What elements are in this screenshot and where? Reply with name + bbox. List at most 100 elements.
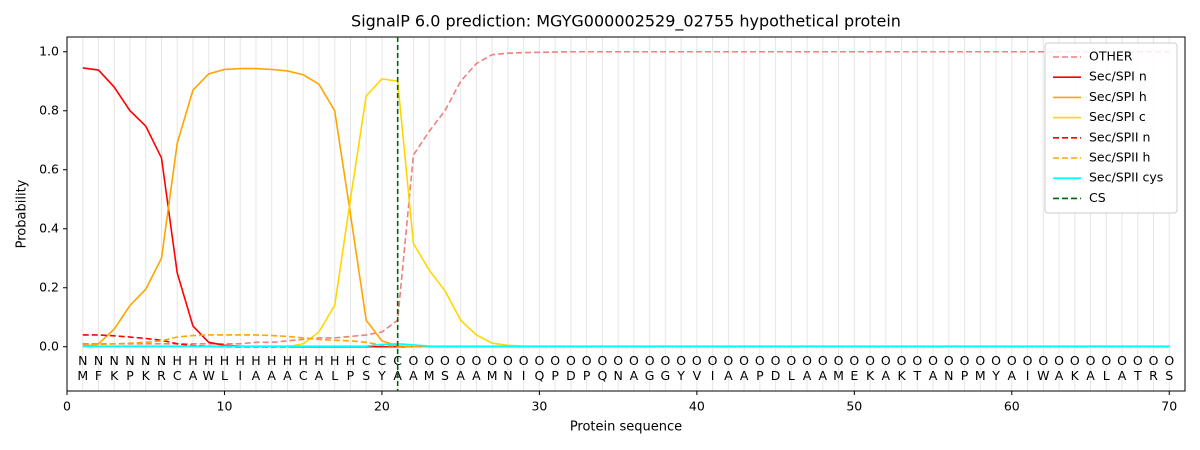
region-label: O	[865, 353, 875, 368]
residue-label: A	[882, 368, 891, 383]
residue-label: A	[472, 368, 481, 383]
legend-label: Sec/SPII cys	[1089, 170, 1163, 185]
x-tick-label: 50	[846, 399, 862, 414]
region-label: O	[739, 353, 749, 368]
region-label: O	[802, 353, 812, 368]
region-label: H	[298, 353, 307, 368]
residue-label: P	[551, 368, 559, 383]
residue-label: I	[1026, 368, 1030, 383]
residue-label: G	[661, 368, 671, 383]
residue-label: R	[1149, 368, 1158, 383]
region-label: O	[928, 353, 938, 368]
region-label: O	[1149, 353, 1159, 368]
region-label: O	[629, 353, 639, 368]
residue-label: D	[566, 368, 576, 383]
residue-label: M	[833, 368, 844, 383]
region-label: O	[1164, 353, 1174, 368]
residue-label: T	[912, 368, 921, 383]
region-label: O	[613, 353, 623, 368]
region-label: O	[503, 353, 513, 368]
region-label: O	[1133, 353, 1143, 368]
region-label: O	[424, 353, 434, 368]
residue-label: Y	[991, 368, 1000, 383]
residue-label: A	[1055, 368, 1064, 383]
residue-label: A	[724, 368, 733, 383]
region-label: H	[330, 353, 339, 368]
series-line	[82, 334, 1170, 348]
region-label: O	[409, 353, 419, 368]
series-line	[82, 78, 1170, 348]
series-line	[82, 67, 1170, 348]
region-label: O	[660, 353, 670, 368]
legend-label: Sec/SPI h	[1089, 89, 1147, 104]
residue-label: W	[1037, 368, 1049, 383]
region-label: H	[283, 353, 292, 368]
residue-label: A	[1008, 368, 1017, 383]
region-label: O	[771, 353, 781, 368]
region-label: O	[818, 353, 828, 368]
region-label: O	[755, 353, 765, 368]
region-label: O	[723, 353, 733, 368]
series-line	[82, 67, 1170, 348]
residue-label: K	[110, 368, 119, 383]
residue-label: N	[613, 368, 622, 383]
residue-label: A	[740, 368, 749, 383]
region-label: O	[597, 353, 607, 368]
residue-label: A	[630, 368, 639, 383]
region-label: O	[1086, 353, 1096, 368]
region-label: O	[1023, 353, 1033, 368]
residue-label: L	[1103, 368, 1110, 383]
residue-label: K	[866, 368, 875, 383]
residue-label: A	[315, 368, 324, 383]
residue-label: A	[409, 368, 418, 383]
residue-label: S	[362, 368, 370, 383]
residue-label: P	[583, 368, 591, 383]
region-label: N	[94, 353, 103, 368]
region-label: H	[314, 353, 323, 368]
residue-label: L	[788, 368, 795, 383]
x-tick-label: 30	[531, 399, 547, 414]
residue-label: K	[142, 368, 151, 383]
y-tick-label: 1.0	[39, 43, 59, 58]
residue-label: P	[961, 368, 969, 383]
region-label: N	[125, 353, 134, 368]
series-line	[82, 50, 1170, 345]
residue-label: K	[897, 368, 906, 383]
residue-label: Y	[377, 368, 386, 383]
region-label: O	[582, 353, 592, 368]
residue-label: A	[1086, 368, 1095, 383]
residue-label: A	[252, 368, 261, 383]
residue-label: A	[803, 368, 812, 383]
y-axis-label: Probability	[15, 179, 30, 248]
legend-label: Sec/SPII n	[1089, 129, 1150, 144]
region-label: O	[849, 353, 859, 368]
residue-label: I	[711, 368, 715, 383]
region-label: H	[236, 353, 245, 368]
residue-label: N	[944, 368, 953, 383]
residue-label: K	[1071, 368, 1080, 383]
residue-label: A	[283, 368, 292, 383]
residue-label: V	[693, 368, 702, 383]
legend-box	[1044, 42, 1178, 214]
residue-label: I	[522, 368, 526, 383]
x-tick-label: 40	[689, 399, 705, 414]
region-label: O	[960, 353, 970, 368]
residue-label: S	[1165, 368, 1173, 383]
residue-label: A	[267, 368, 276, 383]
region-label: O	[1038, 353, 1048, 368]
residue-label: L	[331, 368, 338, 383]
region-label: H	[251, 353, 260, 368]
region-label: O	[944, 353, 954, 368]
legend-label: Sec/SPI n	[1089, 69, 1147, 84]
residue-label: E	[850, 368, 858, 383]
y-tick-label: 0.0	[39, 338, 59, 353]
residue-label: N	[503, 368, 512, 383]
x-tick-label: 60	[1004, 399, 1020, 414]
chart-title: SignalP 6.0 prediction: MGYG000002529_02…	[351, 12, 901, 32]
x-tick-label: 0	[63, 399, 71, 414]
region-label: O	[708, 353, 718, 368]
region-label: H	[346, 353, 355, 368]
x-tick-label: 20	[374, 399, 390, 414]
